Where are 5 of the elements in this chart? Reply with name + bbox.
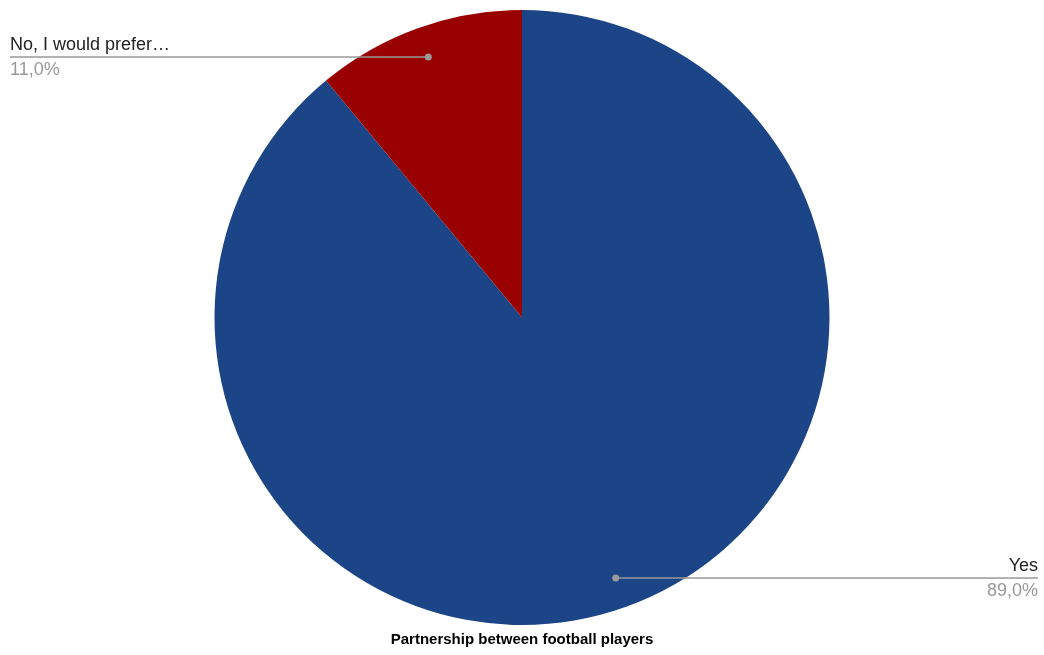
data-label: 89,0% bbox=[986, 579, 1038, 600]
slice-label: Yes bbox=[1008, 554, 1038, 575]
text: Partnership between football players bbox=[390, 630, 654, 648]
slice-label: No, I would prefer… bbox=[10, 34, 171, 55]
data-label: 11,0% bbox=[10, 59, 60, 80]
